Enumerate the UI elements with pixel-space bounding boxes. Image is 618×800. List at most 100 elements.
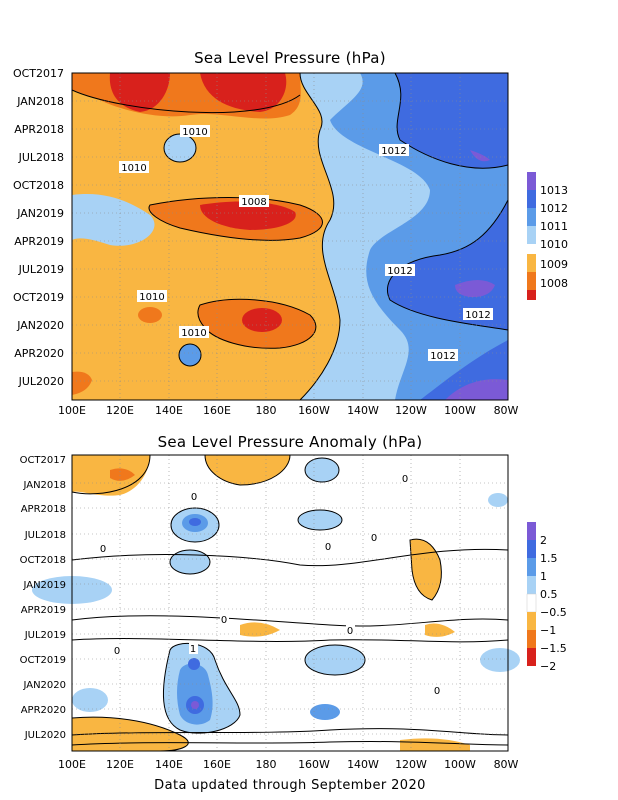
colorbar-swatch xyxy=(527,226,536,244)
y-tick-label: APR2019 xyxy=(14,235,64,248)
x-tick-label: 120E xyxy=(106,758,134,771)
contour-label: 0 xyxy=(402,474,408,485)
x-tick-label: 180 xyxy=(256,758,277,771)
x-axis-top: 100E 120E 140E 160E 180 160W 140W 120W 1… xyxy=(58,404,519,417)
y-tick-label: JAN2018 xyxy=(22,480,66,491)
contour-label: 0 xyxy=(325,542,331,553)
y-tick-label: JUL2020 xyxy=(24,730,66,741)
colorbar-swatch xyxy=(527,612,536,630)
y-tick-label: APR2018 xyxy=(21,504,66,515)
y-tick-label: OCT2018 xyxy=(20,555,66,566)
contour-label: 0 xyxy=(347,626,353,637)
y-tick-label: OCT2017 xyxy=(20,455,66,466)
contour-labels-bottom: 0 0 0 0 0 0 0 0 0 1 xyxy=(99,473,442,697)
x-tick-label: 160E xyxy=(203,758,231,771)
x-tick-label: 160W xyxy=(298,404,330,417)
chart-title-bottom: Sea Level Pressure Anomaly (hPa) xyxy=(158,433,423,451)
x-tick-label: 140E xyxy=(155,404,183,417)
y-tick-label: JAN2020 xyxy=(16,319,64,332)
colorbar-label: −1.5 xyxy=(540,642,567,655)
x-tick-label: 160E xyxy=(203,404,231,417)
chart-title-top: Sea Level Pressure (hPa) xyxy=(194,49,386,67)
colorbar-swatch xyxy=(526,593,537,613)
colorbar-label: 1 xyxy=(540,570,547,583)
y-tick-label: OCT2018 xyxy=(13,179,64,192)
y-tick-label: APR2020 xyxy=(21,705,66,716)
x-tick-label: 80W xyxy=(494,758,519,771)
contour-label: 1012 xyxy=(381,146,406,157)
x-tick-label: 160W xyxy=(298,758,330,771)
colorbar-label: 1008 xyxy=(540,277,568,290)
colorbar-bottom: 2 1.5 1 0.5 −0.5 −1 −1.5 −2 xyxy=(526,522,567,673)
colorbar-label: 1.5 xyxy=(540,552,558,565)
contour-label: 1008 xyxy=(241,197,266,208)
colorbar-label: 1013 xyxy=(540,184,568,197)
y-tick-label: JAN2019 xyxy=(16,207,64,220)
colorbar-top: 1013 1012 1011 1010 1009 1008 xyxy=(527,172,568,300)
x-tick-label: 100E xyxy=(58,404,86,417)
contour-label: 0 xyxy=(100,544,106,555)
colorbar-label: 1010 xyxy=(540,238,568,251)
plot-area-top xyxy=(71,72,509,401)
contour-labels-top: 1010 1010 1012 1008 1012 1010 1012 1010 … xyxy=(119,125,493,362)
x-tick-label: 120W xyxy=(395,758,427,771)
y-tick-label: JUL2019 xyxy=(18,263,64,276)
colorbar-label: 0.5 xyxy=(540,588,558,601)
contour-label: 0 xyxy=(221,615,227,626)
footer-note: Data updated through September 2020 xyxy=(154,778,426,793)
colorbar-label: 1011 xyxy=(540,220,568,233)
colorbar-label: −1 xyxy=(540,624,556,637)
colorbar-swatch xyxy=(527,244,536,254)
y-tick-label: JUL2018 xyxy=(24,530,66,541)
contour-label: 0 xyxy=(191,492,197,503)
y-tick-label: APR2018 xyxy=(14,123,64,136)
colorbar-swatch xyxy=(527,648,536,666)
colorbar-swatch xyxy=(527,172,536,190)
plot-area-bottom xyxy=(32,454,520,752)
y-axis-top: OCT2017 JAN2018 APR2018 JUL2018 OCT2018 … xyxy=(13,67,64,388)
y-tick-label: JUL2020 xyxy=(18,375,64,388)
y-tick-label: OCT2019 xyxy=(13,291,64,304)
colorbar-swatch xyxy=(527,540,536,558)
colorbar-swatch xyxy=(527,290,536,300)
y-tick-label: JUL2018 xyxy=(18,151,64,164)
contour-label: 1010 xyxy=(121,163,146,174)
x-tick-label: 140W xyxy=(347,404,379,417)
x-tick-label: 140E xyxy=(155,758,183,771)
contour-label: 1010 xyxy=(182,127,207,138)
contour-label: 1 xyxy=(190,644,196,655)
y-tick-label: OCT2019 xyxy=(20,655,66,666)
colorbar-swatch xyxy=(527,208,536,226)
contour-label: 1012 xyxy=(430,351,455,362)
y-tick-label: APR2020 xyxy=(14,347,64,360)
colorbar-swatch xyxy=(527,630,536,648)
x-tick-label: 140W xyxy=(347,758,379,771)
y-tick-label: JAN2018 xyxy=(16,95,64,108)
contour-label: 1012 xyxy=(387,266,412,277)
colorbar-label: −0.5 xyxy=(540,606,567,619)
colorbar-swatch xyxy=(527,558,536,576)
colorbar-swatch xyxy=(527,254,536,272)
contour-label: 0 xyxy=(371,533,377,544)
y-tick-label: JAN2020 xyxy=(22,680,66,691)
x-tick-label: 120E xyxy=(106,404,134,417)
colorbar-label: 1009 xyxy=(540,258,568,271)
y-axis-bottom: OCT2017 JAN2018 APR2018 JUL2018 OCT2018 … xyxy=(20,455,66,741)
colorbar-label: 1012 xyxy=(540,202,568,215)
contour-label: 0 xyxy=(434,686,440,697)
colorbar-label: 2 xyxy=(540,534,547,547)
contour-label: 1012 xyxy=(465,310,490,321)
x-tick-label: 100W xyxy=(444,758,476,771)
colorbar-swatch xyxy=(527,272,536,290)
contour-label: 1010 xyxy=(181,328,206,339)
y-tick-label: JAN2019 xyxy=(22,580,66,591)
x-tick-label: 100E xyxy=(58,758,86,771)
contour-label: 0 xyxy=(114,646,120,657)
y-tick-label: OCT2017 xyxy=(13,67,64,80)
x-tick-label: 180 xyxy=(256,404,277,417)
colorbar-swatch xyxy=(527,576,536,594)
contour-label: 1010 xyxy=(139,292,164,303)
colorbar-swatch xyxy=(527,522,536,540)
x-axis-bottom: 100E 120E 140E 160E 180 160W 140W 120W 1… xyxy=(58,758,519,771)
